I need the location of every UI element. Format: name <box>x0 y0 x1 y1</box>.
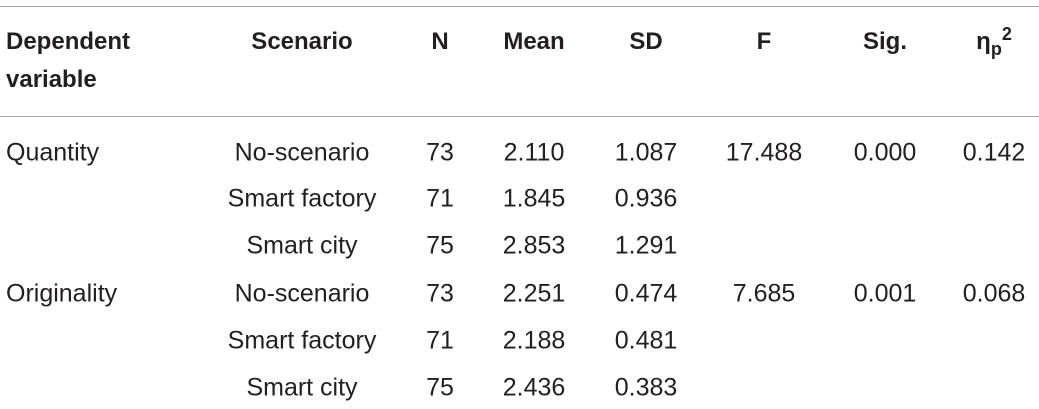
header-part: η <box>976 28 991 56</box>
column-header: Dependent variable <box>6 28 131 93</box>
mean: 1.845 <box>502 184 566 213</box>
mean: 2.853 <box>502 231 566 260</box>
significance: 0.000 <box>853 138 917 167</box>
mean: 2.110 <box>503 138 565 167</box>
mean: 2.251 <box>502 279 566 308</box>
n: 75 <box>426 231 454 260</box>
column-header: SD <box>629 28 663 55</box>
mean: 2.188 <box>502 326 566 355</box>
scenario: Smart factory <box>227 326 377 355</box>
eta-squared: 0.068 <box>962 279 1026 308</box>
column-header: Scenario <box>251 28 353 55</box>
top-rule <box>0 6 1039 7</box>
column-header: Mean <box>503 28 565 55</box>
n: 75 <box>426 373 454 402</box>
scenario: Smart factory <box>227 184 377 213</box>
n: 73 <box>426 279 454 308</box>
sd: 1.087 <box>614 138 678 167</box>
header-part: 2 <box>1001 24 1012 45</box>
sd: 0.481 <box>614 326 678 355</box>
mean: 2.436 <box>502 373 566 402</box>
f-value: 7.685 <box>732 279 796 308</box>
header-rule <box>0 116 1039 117</box>
variable: Originality <box>6 279 118 308</box>
column-header: ηp2 <box>976 24 1012 60</box>
sd: 0.936 <box>614 184 678 213</box>
n: 73 <box>426 138 454 167</box>
sd: 1.291 <box>614 231 678 260</box>
sd: 0.383 <box>614 373 678 402</box>
significance: 0.001 <box>853 279 917 308</box>
eta-squared: 0.142 <box>962 138 1026 167</box>
variable: Quantity <box>6 138 100 167</box>
scenario: Smart city <box>246 231 358 260</box>
scenario: No-scenario <box>234 138 370 167</box>
f-value: 17.488 <box>725 138 803 167</box>
column-header: Sig. <box>862 28 908 55</box>
scenario: Smart city <box>246 373 358 402</box>
n: 71 <box>426 184 454 213</box>
n: 71 <box>426 326 454 355</box>
sd: 0.474 <box>614 279 678 308</box>
column-header: N <box>431 28 449 55</box>
header-part: p <box>990 38 1002 59</box>
scenario: No-scenario <box>234 279 370 308</box>
column-header: F <box>756 28 772 55</box>
